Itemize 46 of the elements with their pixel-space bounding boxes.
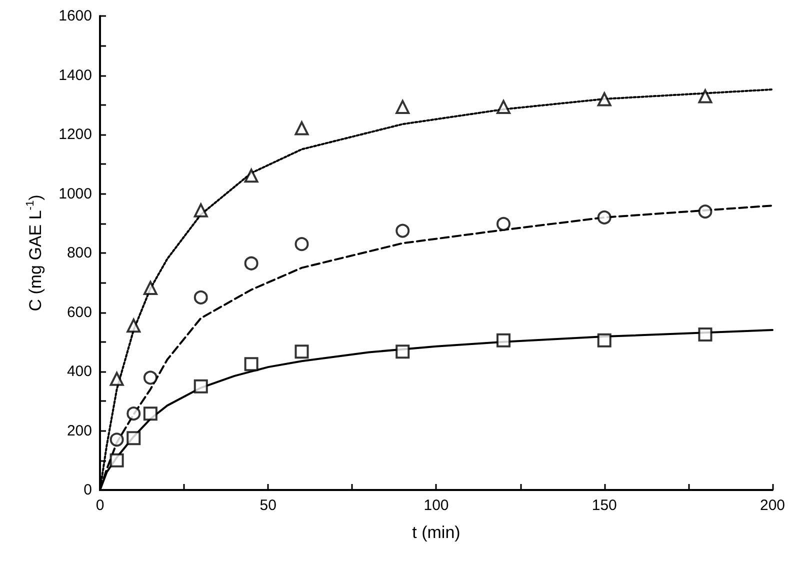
point	[143, 280, 158, 295]
x-axis-title: t (min)	[412, 523, 460, 542]
point	[126, 431, 141, 446]
point	[126, 406, 141, 421]
x-tick-label: 100	[424, 497, 449, 514]
point	[126, 318, 141, 333]
point	[110, 372, 124, 386]
point	[194, 290, 208, 304]
y-tick-label: 600	[66, 304, 92, 321]
y-tick-label: 200	[66, 422, 92, 440]
y-tick-label: 1600	[58, 8, 92, 24]
point	[496, 216, 510, 231]
point	[698, 327, 712, 342]
x-tick-label: 150	[592, 497, 617, 514]
point	[396, 344, 410, 359]
point	[396, 224, 410, 238]
point	[194, 379, 208, 394]
x-tick-label: 0	[96, 497, 104, 514]
y-tick-label: 1200	[58, 126, 92, 143]
y-tick-label: 0	[84, 482, 92, 498]
point	[496, 100, 510, 114]
point	[294, 121, 309, 136]
y-tick-label: 400	[66, 363, 92, 380]
point	[110, 432, 124, 447]
point	[698, 89, 712, 104]
point	[244, 168, 258, 183]
point	[597, 210, 612, 224]
point	[294, 344, 309, 359]
point	[194, 203, 208, 218]
point	[496, 333, 510, 348]
point	[244, 256, 258, 270]
point	[294, 237, 309, 252]
point	[143, 370, 158, 385]
y-axis-title: C (mg GAE L-1)	[24, 194, 45, 312]
point	[143, 406, 158, 421]
point	[597, 92, 612, 106]
y-tick-label: 1000	[58, 185, 92, 202]
y-tick-label: 1400	[58, 66, 92, 84]
point	[597, 333, 612, 348]
x-tick-label: 200	[760, 497, 785, 514]
point	[396, 100, 410, 114]
y-tick-label: 800	[66, 244, 92, 262]
point	[110, 453, 124, 468]
point	[698, 204, 712, 219]
point	[244, 357, 258, 372]
x-tick-label: 50	[260, 497, 276, 514]
